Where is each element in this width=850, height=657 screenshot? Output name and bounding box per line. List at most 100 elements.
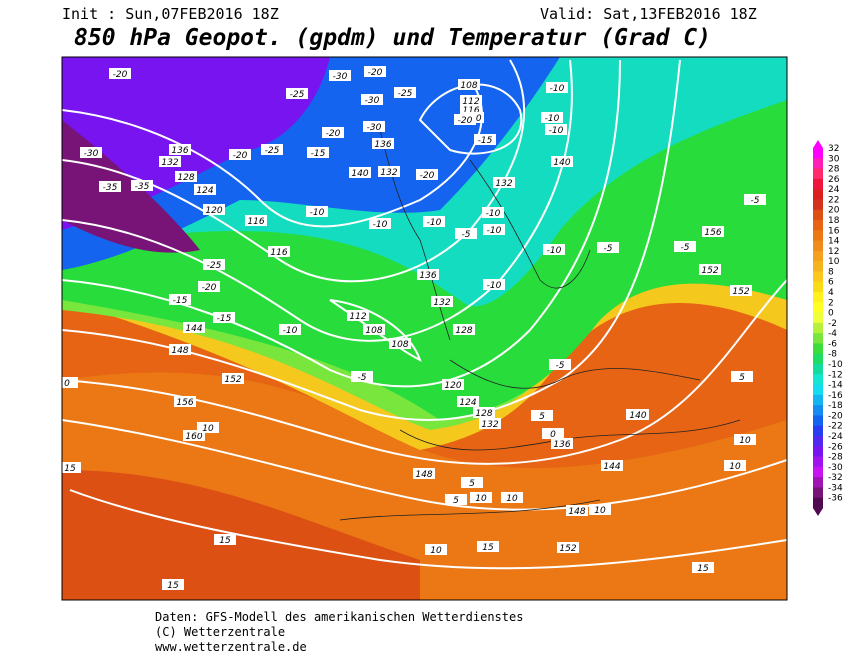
colorbar-label: -10	[828, 360, 843, 370]
label-text: -5	[681, 243, 690, 253]
contour-label: -15	[169, 294, 191, 306]
contour-label: 140	[627, 409, 649, 421]
contour-label: 132	[378, 166, 400, 178]
label-box	[268, 246, 290, 257]
label-box	[692, 562, 714, 573]
label-box	[566, 505, 588, 516]
label-box	[169, 344, 191, 355]
footer-line: Daten: GFS-Modell des amerikanischen Wet…	[155, 610, 523, 624]
label-text: 10	[729, 462, 741, 472]
label-box	[551, 156, 573, 167]
label-text: -20	[233, 151, 248, 161]
colorbar-cell	[813, 302, 823, 314]
label-box	[329, 70, 351, 81]
colorbar-cell	[813, 281, 823, 293]
contour-label: 128	[473, 407, 495, 419]
contour-label: 124	[194, 184, 216, 196]
colorbar-label: -26	[828, 442, 843, 452]
contour-label: 160	[183, 430, 205, 442]
contour-label: 140	[349, 167, 371, 179]
label-text: 136	[419, 271, 436, 281]
label-box	[479, 418, 501, 429]
label-box	[731, 371, 753, 382]
label-box	[62, 377, 78, 388]
label-box	[361, 94, 383, 105]
label-text: -15	[478, 136, 493, 146]
colorbar-label: 32	[828, 144, 839, 154]
label-box	[460, 95, 482, 106]
label-box	[473, 407, 495, 418]
contour-label: 148	[413, 468, 435, 480]
colorbar-label: 8	[828, 267, 834, 277]
contour-label: 5	[731, 371, 753, 383]
contour-label: 10	[425, 544, 447, 556]
label-box	[306, 206, 328, 217]
contour-label: 5	[445, 494, 467, 506]
contour-label: -5	[674, 241, 696, 253]
colorbar-cell	[813, 333, 823, 344]
map: -20-25-30-20-25-30108112116120-10-10-10-…	[62, 57, 787, 600]
label-text: -10	[549, 126, 564, 136]
colorbar-cell	[813, 487, 823, 499]
label-box	[364, 66, 386, 77]
colorbar-cell	[813, 168, 823, 180]
label-text: -5	[358, 373, 367, 383]
label-text: -35	[103, 183, 118, 193]
label-text: 148	[568, 507, 585, 517]
label-box	[261, 144, 283, 155]
label-box	[99, 181, 121, 192]
contour-label: 108	[363, 324, 385, 336]
contour-label: -5	[455, 228, 477, 240]
colorbar-label: -2	[828, 319, 837, 329]
label-box	[482, 207, 504, 218]
contour-label: 128	[175, 171, 197, 183]
label-text: -20	[368, 68, 383, 78]
contour-label: -15	[474, 134, 496, 146]
label-text: 160	[185, 432, 202, 442]
label-box	[597, 242, 619, 253]
contour-label: 10	[724, 460, 746, 472]
label-text: 132	[433, 298, 450, 308]
colorbar-cell	[813, 405, 823, 416]
label-box	[493, 177, 515, 188]
colorbar-cell	[813, 415, 823, 427]
colorbar-cell	[813, 292, 823, 303]
contour-label: -10	[482, 207, 504, 219]
label-box	[543, 244, 565, 255]
colorbar-label: -34	[828, 483, 843, 493]
label-box	[80, 147, 102, 158]
contour-label: 132	[493, 177, 515, 189]
colorbar-label: -6	[828, 339, 837, 349]
label-box	[162, 579, 184, 590]
colorbar-label: -32	[828, 473, 843, 483]
label-box	[229, 149, 251, 160]
contour-label: 112	[347, 310, 369, 322]
colorbar-label: 24	[828, 185, 840, 195]
contour-label: 116	[245, 215, 267, 227]
label-box	[541, 112, 563, 123]
colorbar-label: -14	[828, 381, 843, 391]
colorbar-cell	[813, 199, 823, 211]
colorbar-label: -36	[828, 494, 843, 504]
contour-label: 15	[692, 562, 714, 574]
label-box	[183, 322, 205, 333]
label-text: 144	[185, 324, 202, 334]
colorbar-cell	[813, 312, 823, 324]
colorbar: 32302826242220181614121086420-2-4-6-8-10…	[813, 140, 843, 516]
label-text: 10	[739, 436, 751, 446]
contour-label: -5	[351, 371, 373, 383]
label-text: -20	[202, 283, 217, 293]
contour-label: 148	[566, 505, 588, 517]
contour-label: -10	[306, 206, 328, 218]
colorbar-label: 14	[828, 237, 840, 247]
label-box	[483, 224, 505, 235]
label-box	[470, 492, 492, 503]
label-box	[159, 156, 181, 167]
contour-label: -30	[80, 147, 102, 159]
colorbar-label: 12	[828, 247, 839, 257]
label-text: 116	[270, 248, 287, 258]
contour-label: 15	[477, 541, 499, 553]
label-box	[416, 169, 438, 180]
